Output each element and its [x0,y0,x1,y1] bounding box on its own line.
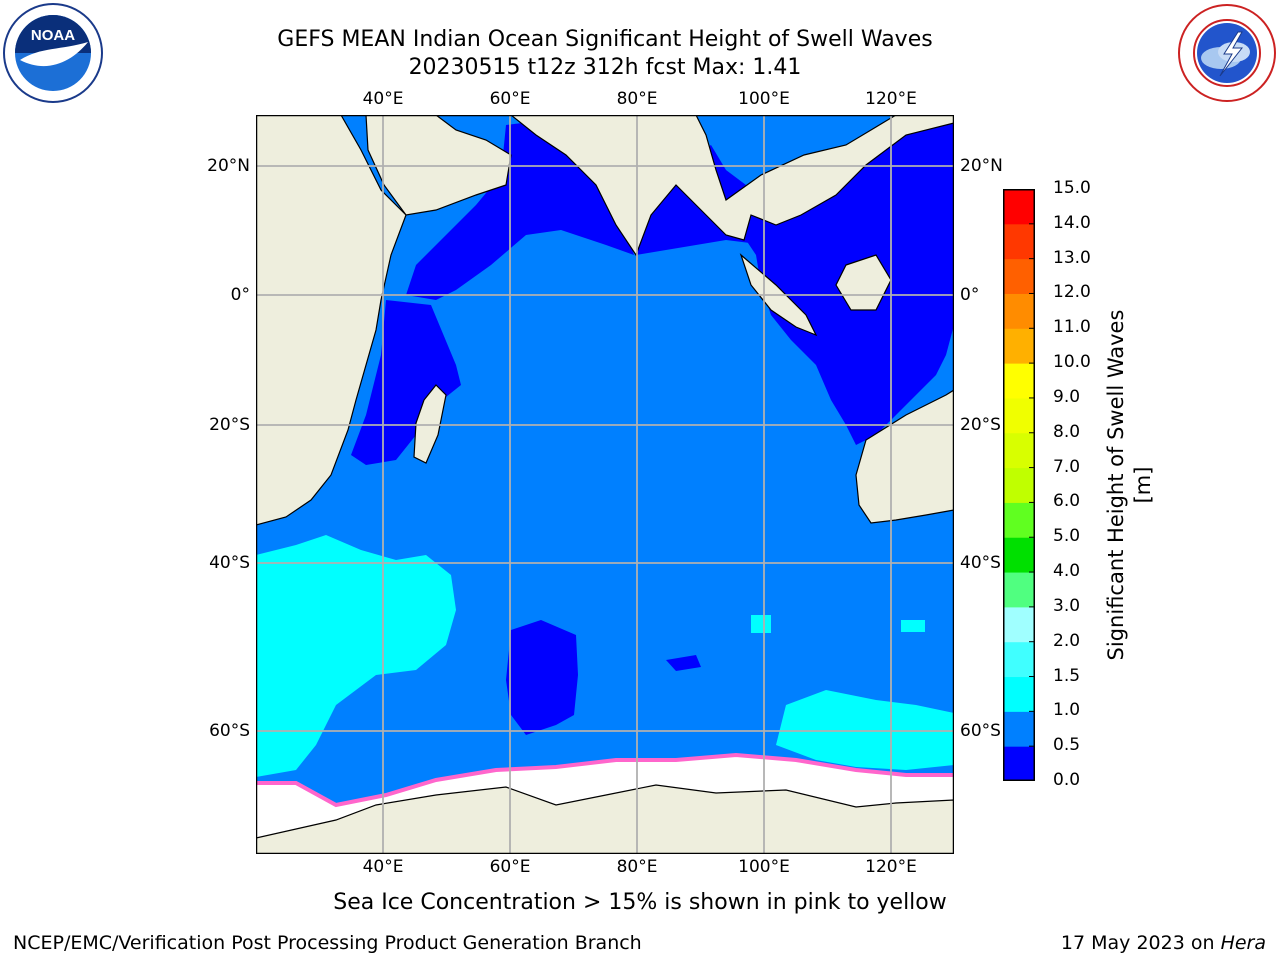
colorbar-bin-9 [1003,432,1035,469]
lat-tick-left-40s: 40°S [209,553,250,573]
map-frame [256,115,954,854]
lon-tick-top-100: 100°E [738,89,790,109]
colorbar-tick-label: 0.5 [1053,735,1081,756]
arabia-land [365,115,512,216]
colorbar-bin-5 [1003,572,1035,608]
colorbar-tick-label: 9.0 [1053,386,1081,407]
borneo-land [835,254,892,311]
lat-tick-right-20n: 20°N [960,156,1003,176]
lat-tick-right-40s: 40°S [960,553,1001,573]
colorbar-bin-14 [1003,258,1035,294]
colorbar-tick-label: 8.0 [1053,421,1081,442]
madagascar-land [413,384,447,464]
colorbar-tick-label: 13.0 [1053,247,1091,268]
asia-land [510,115,954,257]
colorbar-bin-7 [1003,502,1035,538]
colorbar-bin-11 [1003,363,1035,399]
noaa-logo: NOAA [3,3,103,103]
chart-title: GEFS MEAN Indian Ocean Significant Heigh… [277,27,933,52]
lat-tick-left-20n: 20°N [207,156,250,176]
colorbar-tick-label: 5.0 [1053,526,1081,547]
colorbar-bin-8 [1003,467,1035,503]
colorbar-tick-label: 4.0 [1053,561,1081,582]
colorbar-bin-3 [1003,641,1035,678]
lat-tick-right-0: 0° [960,285,980,305]
lon-tick-bottom-60: 60°E [489,857,531,877]
high-swell-zones [256,535,954,777]
colorbar-label: Significant Height of Swell Waves [m] [1104,309,1155,661]
sea-ice-note: Sea Ice Concentration > 15% is shown in … [333,890,947,915]
colorbar-tick-label: 10.0 [1053,352,1091,373]
colorbar-tick-label: 1.5 [1053,665,1081,686]
lon-tick-top-40: 40°E [362,89,404,109]
graticule-lines [256,115,954,854]
colorbar-bin-4 [1003,606,1035,643]
swell-height-map [256,115,954,854]
lon-tick-top-80: 80°E [616,89,658,109]
colorbar-tick-label: 11.0 [1053,317,1091,338]
colorbar-tick-label: 7.0 [1053,456,1081,477]
colorbar-bin-10 [1003,397,1035,434]
lat-tick-right-60s: 60°S [960,721,1001,741]
svg-text:NOAA: NOAA [31,27,75,44]
chart-subtitle: 20230515 t12z 312h fcst Max: 1.41 [408,55,802,80]
colorbar-bin-13 [1003,293,1035,329]
australia-land [855,389,954,524]
lon-tick-bottom-100: 100°E [738,857,790,877]
colorbar-tick-label: 0.0 [1053,770,1081,790]
lat-tick-left-0: 0° [230,285,250,305]
colorbar-bin-2 [1003,676,1035,712]
sea-ice-edge [256,752,954,808]
colorbar-tick-label: 3.0 [1053,595,1081,616]
footer-date: 17 May 2023 on Hera [1061,932,1266,954]
lon-tick-top-120: 120°E [865,89,917,109]
lat-tick-left-60s: 60°S [209,721,250,741]
lon-tick-bottom-120: 120°E [865,857,917,877]
colorbar-bin-12 [1003,328,1035,364]
africa-land [256,115,407,526]
colorbar [1003,189,1035,781]
colorbar-bin-1 [1003,711,1035,747]
footer-credit: NCEP/EMC/Verification Post Processing Pr… [13,932,642,954]
colorbar-tick-label: 2.0 [1053,630,1081,651]
colorbar-tick-label: 6.0 [1053,491,1081,512]
colorbar-bin-6 [1003,537,1035,573]
lon-tick-bottom-80: 80°E [616,857,658,877]
colorbar-tick-label: 12.0 [1053,282,1091,303]
colorbar-tick-label: 14.0 [1053,212,1091,233]
lon-tick-bottom-40: 40°E [362,857,404,877]
lon-tick-top-60: 60°E [489,89,531,109]
colorbar-frame [1003,189,1035,781]
lat-tick-left-20s: 20°S [209,415,250,435]
footer-host: Hera [1220,932,1266,954]
colorbar-tick-label: 1.0 [1053,700,1081,721]
colorbar-bin-0 [1003,746,1035,781]
footer-date-text: 17 May 2023 on [1060,932,1221,954]
antarctica-land [256,784,954,854]
land-masses [256,115,954,854]
nws-logo [1178,4,1276,102]
colorbar-bin-16 [1003,189,1035,225]
lat-tick-right-20s: 20°S [960,415,1001,435]
colorbar-tick-label: 15.0 [1053,178,1091,198]
colorbar-bin-15 [1003,223,1035,260]
